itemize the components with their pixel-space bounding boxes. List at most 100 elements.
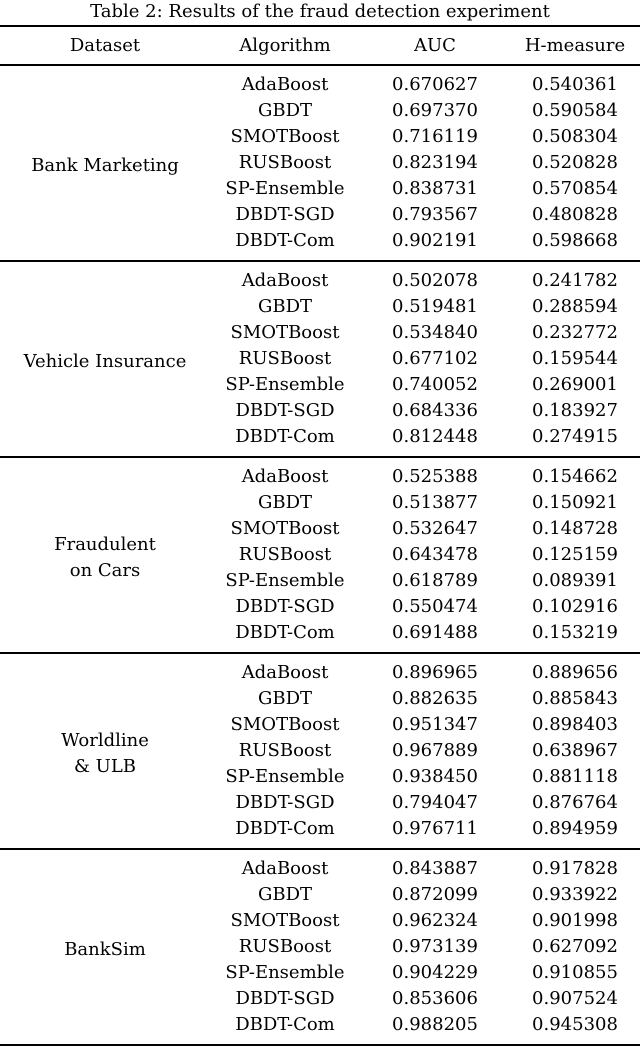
algorithm-cell: DBDT-Com <box>235 426 335 447</box>
table-row: GBDT 0.519481 0.288594 <box>0 294 640 320</box>
dataset-name-line: Vehicle Insurance <box>23 351 187 372</box>
h-measure-cell: 0.907524 <box>532 988 618 1009</box>
table-row: Vehicle Insurance AdaBoost 0.502078 0.24178… <box>0 261 640 372</box>
algorithm-cell: SMOTBoost <box>230 714 340 735</box>
table-row: GBDT 0.882635 0.885843 <box>0 686 640 712</box>
algorithm-cell: GBDT <box>257 884 313 905</box>
dataset-group: Bank Marketing AdaBoost 0.670627 0.540361 GB… <box>0 65 640 261</box>
h-measure-cell: 0.627092 <box>532 936 618 957</box>
table-row: GBDT 0.697370 0.590584 <box>0 98 640 124</box>
algorithm-cell: DBDT-Com <box>235 1014 335 1035</box>
auc-cell: 0.904229 <box>392 962 478 983</box>
algorithm-cell: RUSBoost <box>238 348 332 369</box>
h-measure-cell: 0.885843 <box>532 688 618 709</box>
algorithm-cell: AdaBoost <box>241 466 329 487</box>
h-measure-cell: 0.274915 <box>532 426 618 447</box>
table-row: Worldline & ULB AdaBoost 0.896965 0.889656 <box>0 653 640 777</box>
h-measure-cell: 0.148728 <box>532 518 618 539</box>
h-measure-cell: 0.598668 <box>532 230 618 251</box>
table-row: DBDT-Com 0.691488 0.153219 <box>0 620 640 653</box>
h-measure-cell: 0.894959 <box>532 818 618 839</box>
auc-cell: 0.740052 <box>392 374 478 395</box>
table-row: SMOTBoost 0.534840 0.232772 <box>0 320 640 346</box>
algorithm-cell: SMOTBoost <box>230 126 340 147</box>
auc-cell: 0.643478 <box>392 544 478 565</box>
h-measure-cell: 0.933922 <box>532 884 618 905</box>
dataset-name-line: Fraudulent <box>54 534 156 555</box>
auc-cell: 0.853606 <box>392 988 478 1009</box>
table-row: RUSBoost 0.967889 0.638967 <box>0 738 640 764</box>
dataset-group: Worldline & ULB AdaBoost 0.896965 0.889656 GB… <box>0 653 640 849</box>
table-row: GBDT 0.513877 0.150921 <box>0 490 640 516</box>
table-row: SP-Ensemble 0.838731 0.570854 <box>0 176 640 202</box>
dataset-name-line: & ULB <box>73 756 137 777</box>
table-row: Bank Marketing AdaBoost 0.670627 0.540361 <box>0 65 640 176</box>
algorithm-cell: RUSBoost <box>238 544 332 565</box>
h-measure-cell: 0.159544 <box>532 348 618 369</box>
auc-cell: 0.938450 <box>392 766 478 787</box>
algorithm-cell: SP-Ensemble <box>225 178 345 199</box>
table-row: RUSBoost 0.823194 0.520828 <box>0 150 640 176</box>
h-measure-cell: 0.241782 <box>532 270 618 291</box>
h-measure-cell: 0.153219 <box>532 622 618 643</box>
header-h-measure: H-measure <box>510 26 640 66</box>
algorithm-cell: SP-Ensemble <box>225 962 345 983</box>
auc-cell: 0.794047 <box>392 792 478 813</box>
h-measure-cell: 0.638967 <box>532 740 618 761</box>
auc-cell: 0.843887 <box>392 858 478 879</box>
table-row: GBDT 0.872099 0.933922 <box>0 882 640 908</box>
algorithm-cell: DBDT-SGD <box>235 400 335 421</box>
h-measure-cell: 0.480828 <box>532 204 618 225</box>
auc-cell: 0.513877 <box>392 492 478 513</box>
table-row: DBDT-SGD 0.794047 0.876764 <box>0 790 640 816</box>
algorithm-cell: DBDT-Com <box>235 230 335 251</box>
algorithm-cell: DBDT-SGD <box>235 988 335 1009</box>
dataset-group: Vehicle Insurance AdaBoost 0.502078 0.24178… <box>0 261 640 457</box>
algorithm-cell: SMOTBoost <box>230 518 340 539</box>
table-row: DBDT-Com 0.812448 0.274915 <box>0 424 640 457</box>
auc-cell: 0.793567 <box>392 204 478 225</box>
h-measure-cell: 0.570854 <box>532 178 618 199</box>
h-measure-cell: 0.540361 <box>532 74 618 95</box>
dataset-name: Vehicle Insurance <box>0 261 210 457</box>
table-row: SMOTBoost 0.951347 0.898403 <box>0 712 640 738</box>
auc-cell: 0.988205 <box>392 1014 478 1035</box>
auc-cell: 0.677102 <box>392 348 478 369</box>
auc-cell: 0.502078 <box>392 270 478 291</box>
algorithm-cell: DBDT-SGD <box>235 792 335 813</box>
auc-cell: 0.525388 <box>392 466 478 487</box>
algorithm-cell: DBDT-Com <box>235 818 335 839</box>
table-row: SP-Ensemble 0.618789 0.089391 <box>0 568 640 594</box>
h-measure-cell: 0.269001 <box>532 374 618 395</box>
table-row: DBDT-Com 0.902191 0.598668 <box>0 228 640 261</box>
auc-cell: 0.812448 <box>392 426 478 447</box>
dataset-name: Bank Marketing <box>0 65 210 261</box>
results-table: Dataset Algorithm AUC H-measure Bank Mar… <box>0 25 640 1046</box>
dataset-name-line: Worldline <box>61 730 149 751</box>
h-measure-cell: 0.508304 <box>532 126 618 147</box>
dataset-name: Fraudulent on Cars <box>0 457 210 653</box>
auc-cell: 0.534840 <box>392 322 478 343</box>
table-row: DBDT-SGD 0.550474 0.102916 <box>0 594 640 620</box>
h-measure-cell: 0.910855 <box>532 962 618 983</box>
algorithm-cell: AdaBoost <box>241 858 329 879</box>
table-row: DBDT-Com 0.976711 0.894959 <box>0 816 640 849</box>
auc-cell: 0.532647 <box>392 518 478 539</box>
auc-cell: 0.838731 <box>392 178 478 199</box>
h-measure-cell: 0.183927 <box>532 400 618 421</box>
h-measure-cell: 0.881118 <box>532 766 618 787</box>
h-measure-cell: 0.102916 <box>532 596 618 617</box>
table-caption: Table 2: Results of the fraud detection … <box>90 1 550 22</box>
algorithm-cell: AdaBoost <box>241 74 329 95</box>
auc-cell: 0.550474 <box>392 596 478 617</box>
table-row: SMOTBoost 0.716119 0.508304 <box>0 124 640 150</box>
table-row: SP-Ensemble 0.904229 0.910855 <box>0 960 640 986</box>
algorithm-cell: AdaBoost <box>241 270 329 291</box>
algorithm-cell: RUSBoost <box>238 152 332 173</box>
table-row: Fraudulent on Cars AdaBoost 0.525388 0.15466… <box>0 457 640 581</box>
table-row: SP-Ensemble 0.740052 0.269001 <box>0 372 640 398</box>
algorithm-cell: SMOTBoost <box>230 322 340 343</box>
dataset-name: BankSim <box>0 849 210 1045</box>
auc-cell: 0.962324 <box>392 910 478 931</box>
